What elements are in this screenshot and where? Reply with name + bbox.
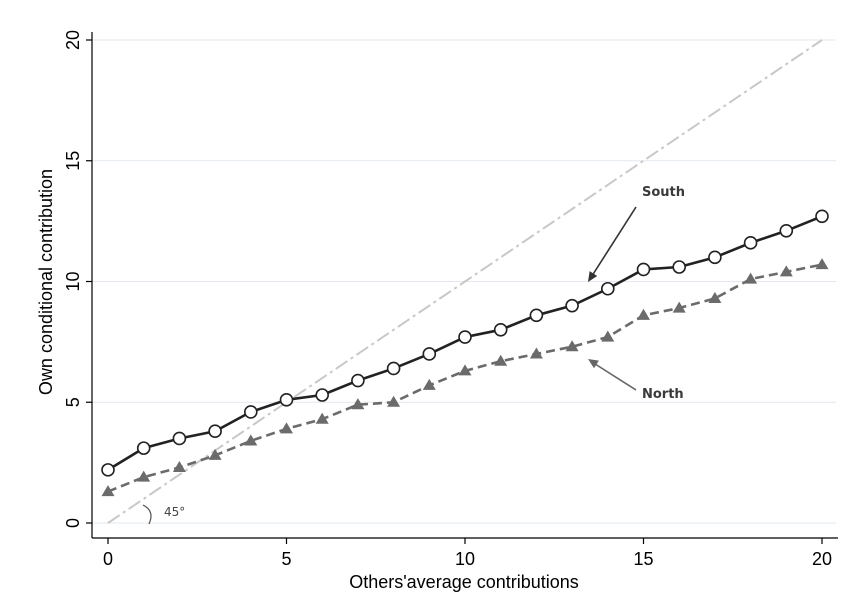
y-tick-label-5: 5 xyxy=(63,397,83,407)
point-south-14 xyxy=(600,281,615,296)
point-north-1 xyxy=(137,470,151,482)
point-south-17 xyxy=(708,250,722,265)
point-north-4 xyxy=(244,434,258,446)
north-annotation: North xyxy=(642,387,684,402)
axes: 0 5 10 15 20 0 5 10 15 20 xyxy=(63,30,838,569)
point-north-8 xyxy=(387,395,401,407)
annotations: South North 45° xyxy=(164,185,685,519)
point-north-7 xyxy=(351,398,365,410)
north-arrow xyxy=(591,361,637,391)
point-south-2 xyxy=(172,431,187,446)
point-north-5 xyxy=(280,422,293,434)
south-arrow xyxy=(589,206,637,280)
south-arrow-head xyxy=(588,271,598,282)
point-north-9 xyxy=(422,378,436,390)
point-north-17 xyxy=(708,291,722,303)
point-north-13 xyxy=(565,340,579,352)
point-north-20 xyxy=(815,258,829,270)
point-south-6 xyxy=(315,388,330,402)
point-south-18 xyxy=(743,236,758,250)
point-south-10 xyxy=(458,330,472,344)
point-north-18 xyxy=(744,272,758,284)
point-north-12 xyxy=(529,347,543,359)
x-tick-label-10: 10 xyxy=(455,549,475,569)
reference-line-45 xyxy=(107,39,823,525)
point-north-3 xyxy=(208,448,222,460)
point-north-2 xyxy=(172,460,186,473)
y-axis-title: Own conditional contribution xyxy=(36,169,56,395)
point-south-0 xyxy=(101,463,115,477)
point-south-19 xyxy=(779,223,794,238)
point-south-15 xyxy=(636,262,651,277)
point-north-0 xyxy=(101,485,115,497)
point-north-15 xyxy=(637,308,650,320)
angle-annotation: 45° xyxy=(164,505,185,519)
point-south-12 xyxy=(529,308,544,323)
point-north-10 xyxy=(458,364,472,376)
x-tick-label-5: 5 xyxy=(281,549,291,569)
point-south-8 xyxy=(386,361,401,376)
y-tick-label-10: 10 xyxy=(63,271,83,291)
point-south-11 xyxy=(493,322,508,337)
y-tick-label-15: 15 xyxy=(63,151,83,171)
point-north-16 xyxy=(672,301,686,313)
x-tick-label-20: 20 xyxy=(812,549,832,569)
point-south-1 xyxy=(136,441,151,455)
point-south-3 xyxy=(208,424,222,439)
angle-arc xyxy=(142,504,152,525)
point-north-19 xyxy=(779,265,793,277)
x-tick-label-0: 0 xyxy=(103,549,113,569)
point-south-20 xyxy=(815,209,829,224)
point-south-16 xyxy=(672,260,687,274)
y-tick-label-20: 20 xyxy=(63,30,83,50)
point-south-13 xyxy=(565,298,579,313)
point-north-11 xyxy=(494,354,508,366)
point-south-7 xyxy=(351,373,365,388)
north-arrow-head xyxy=(588,359,599,369)
x-axis-title: Others'average contributions xyxy=(349,572,579,592)
point-south-5 xyxy=(279,393,294,407)
series-layer xyxy=(101,209,829,497)
south-annotation: South xyxy=(642,185,685,200)
y-tick-label-0: 0 xyxy=(63,518,83,528)
reference-line-45 xyxy=(107,39,823,524)
point-north-6 xyxy=(315,412,329,424)
x-tick-label-15: 15 xyxy=(633,549,653,569)
point-south-4 xyxy=(244,405,258,419)
point-north-14 xyxy=(601,330,615,342)
point-south-9 xyxy=(422,347,437,361)
